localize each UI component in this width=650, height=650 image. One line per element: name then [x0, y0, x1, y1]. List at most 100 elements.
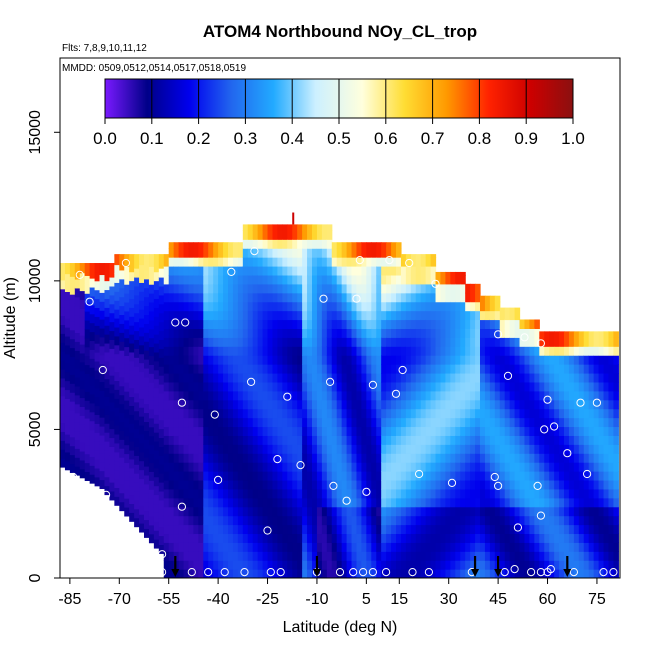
heatmap-cell: [480, 426, 486, 436]
heatmap-cell: [489, 533, 496, 543]
heatmap-cell: [410, 560, 417, 570]
heatmap-cell: [504, 506, 511, 517]
heatmap-cell: [237, 372, 244, 383]
heatmap-cell: [509, 399, 516, 410]
heatmap-cell: [252, 355, 259, 365]
heatmap-cell: [420, 328, 427, 338]
heatmap-cell: [321, 224, 328, 231]
heatmap-cell: [158, 330, 165, 340]
heatmap-cell: [193, 506, 199, 517]
heatmap-cell: [134, 357, 140, 367]
heatmap-cell: [307, 355, 313, 365]
heatmap-cell: [519, 364, 526, 374]
heatmap-cell: [588, 372, 595, 383]
heatmap-cell: [559, 497, 565, 508]
heatmap-cell: [415, 301, 422, 312]
heatmap-cell: [544, 381, 550, 392]
heatmap-cell: [420, 364, 427, 374]
heatmap-cell: [99, 390, 106, 400]
heatmap-cell: [218, 524, 224, 535]
heatmap-cell: [445, 328, 451, 338]
heatmap-cell: [564, 479, 570, 490]
heatmap-cell: [371, 283, 377, 294]
heatmap-cell: [331, 453, 338, 463]
heatmap-cell: [252, 310, 259, 321]
heatmap-cell: [134, 366, 140, 376]
heatmap-cell: [450, 337, 456, 347]
heatmap-cell: [489, 408, 496, 419]
heatmap-cell: [465, 337, 471, 347]
heatmap-cell: [396, 310, 402, 321]
heatmap-cell: [124, 400, 130, 410]
heatmap-cell: [376, 444, 382, 454]
heatmap-cell: [410, 328, 417, 338]
heatmap-cell: [178, 372, 185, 383]
heatmap-cell: [371, 471, 377, 481]
heatmap-cell: [129, 485, 135, 496]
heatmap-cell: [60, 270, 66, 281]
heatmap-cell: [475, 488, 481, 499]
heatmap-cell: [267, 479, 274, 490]
heatmap-cell: [425, 257, 432, 267]
heatmap-cell: [603, 399, 610, 410]
heatmap-cell: [129, 414, 135, 424]
heatmap-cell: [109, 401, 115, 412]
heatmap-cell: [321, 551, 328, 561]
heatmap-cell: [307, 301, 313, 312]
heatmap-cell: [213, 292, 219, 303]
heatmap-cell: [232, 248, 239, 258]
heatmap-cell: [188, 328, 195, 338]
heatmap-cell: [371, 390, 377, 401]
heatmap-cell: [262, 497, 269, 508]
heatmap-cell: [247, 381, 254, 392]
heatmap-cell: [366, 242, 372, 249]
heatmap-cell: [242, 497, 249, 508]
heatmap-cell: [134, 375, 140, 385]
sample-point: [513, 523, 523, 532]
heatmap-cell: [539, 346, 545, 356]
heatmap-cell: [351, 381, 358, 392]
heatmap-cell: [583, 337, 590, 347]
heatmap-cell: [302, 381, 308, 392]
heatmap-cell: [302, 283, 308, 294]
heatmap-cell: [64, 309, 71, 319]
heatmap-cell: [489, 364, 496, 374]
heatmap-cell: [534, 399, 540, 410]
heatmap-cell: [208, 506, 214, 517]
heatmap-cell: [425, 524, 432, 535]
heatmap-cell: [450, 274, 456, 285]
heatmap-cell: [193, 390, 199, 401]
heatmap-cell: [559, 435, 565, 445]
heatmap-cell: [529, 408, 535, 419]
heatmap-cell: [60, 297, 66, 308]
heatmap-cell: [228, 328, 234, 338]
heatmap-cell: [331, 399, 338, 410]
heatmap-cell: [346, 462, 353, 472]
heatmap-cell: [460, 274, 466, 285]
heatmap-cell: [598, 462, 605, 472]
sample-point: [158, 550, 167, 559]
heatmap-cell: [435, 364, 442, 374]
heatmap-cell: [252, 399, 259, 410]
heatmap-cell: [559, 515, 565, 526]
heatmap-cell: [252, 524, 259, 535]
heatmap-cell: [425, 569, 432, 578]
heatmap-cell: [178, 328, 185, 338]
sample-point: [326, 377, 335, 386]
heatmap-cell: [568, 355, 575, 365]
heatmap-cell: [519, 337, 526, 347]
heatmap-cell: [321, 471, 328, 481]
heatmap-cell: [237, 319, 244, 329]
heatmap-cell: [425, 292, 432, 303]
heatmap-cell: [307, 551, 313, 561]
heatmap-cell: [366, 372, 372, 383]
heatmap-cell: [282, 479, 288, 490]
heatmap-cell: [336, 346, 343, 356]
heatmap-cell: [237, 337, 244, 347]
heatmap-cell: [381, 569, 387, 578]
heatmap-cell: [361, 328, 367, 338]
heatmap-cell: [272, 283, 279, 294]
heatmap-cell: [262, 355, 269, 365]
heatmap-cell: [445, 399, 451, 410]
heatmap-cell: [208, 417, 214, 428]
